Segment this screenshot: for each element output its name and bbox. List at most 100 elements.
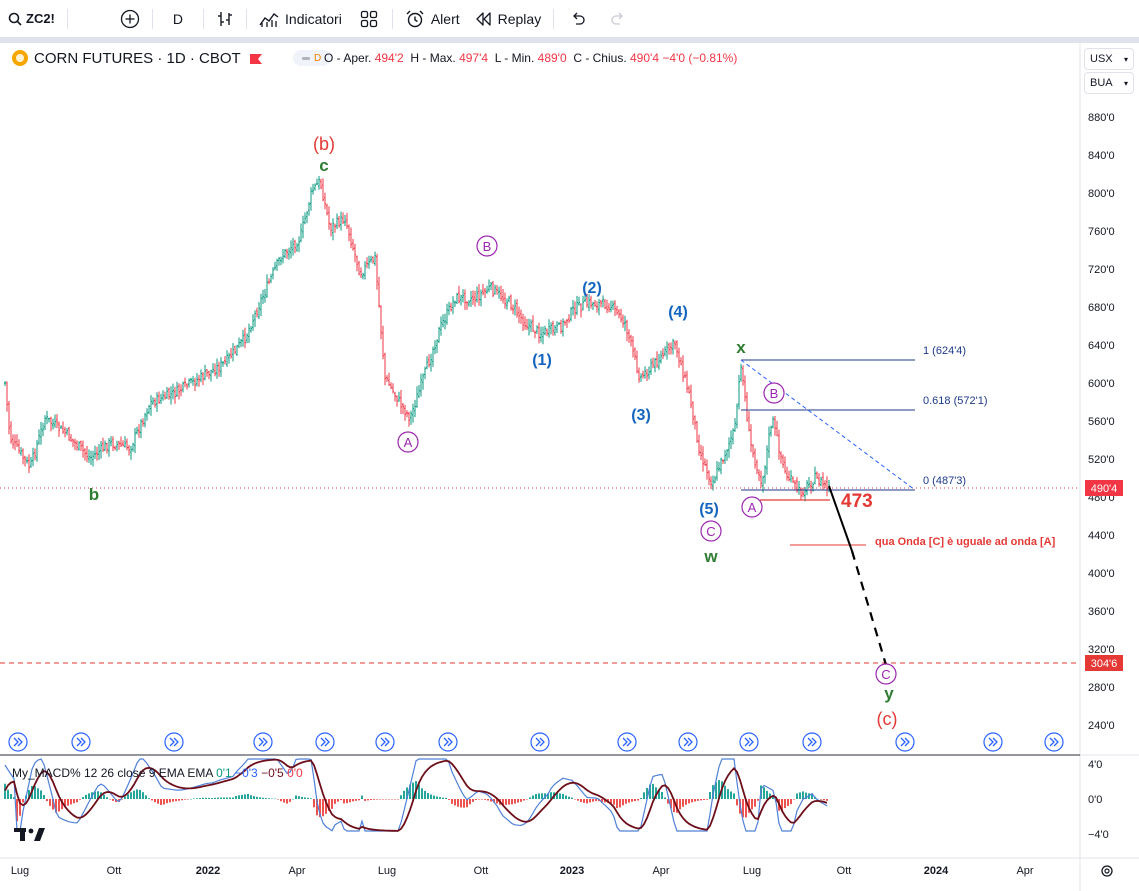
macd-histogram-bar xyxy=(301,796,303,799)
macd-histogram-bar xyxy=(7,789,9,799)
price-chart-canvas[interactable]: (b) c b A B (1) (2) (3) (4) (5) C w x B … xyxy=(0,43,1139,891)
event-marker-icon[interactable] xyxy=(678,732,698,752)
wave-circle-c2[interactable] xyxy=(875,663,897,685)
wave-circle-a2[interactable] xyxy=(741,496,763,518)
macd-histogram-bar xyxy=(145,795,147,799)
toolbar-divider xyxy=(391,8,393,29)
event-marker-icon[interactable] xyxy=(739,732,759,752)
ohlc-bar xyxy=(296,242,298,252)
ohlc-bar xyxy=(320,178,322,190)
compare-button[interactable] xyxy=(112,0,148,38)
ohlc-bar xyxy=(304,212,306,225)
chart-type-button[interactable] xyxy=(208,0,242,38)
wave-circle-b2[interactable] xyxy=(763,382,785,404)
event-marker-icon[interactable] xyxy=(617,732,637,752)
undo-button[interactable] xyxy=(558,0,598,38)
ohlc-bar xyxy=(258,302,260,320)
wave-label-1[interactable]: (1) xyxy=(532,352,552,369)
macd-histogram-bar xyxy=(664,797,666,799)
currency-selector[interactable]: USX ▾ xyxy=(1084,48,1134,70)
level-473-label[interactable]: 473 xyxy=(841,491,873,512)
fib-label-1: 1 (624'4) xyxy=(923,345,966,357)
ohlc-bar xyxy=(408,411,410,427)
event-marker-icon[interactable] xyxy=(895,732,915,752)
wave-label-y[interactable]: y xyxy=(884,684,894,703)
ohlc-bar xyxy=(618,309,620,319)
wave-label-w[interactable]: w xyxy=(703,547,718,566)
wave-label-c-small[interactable]: c xyxy=(319,156,328,175)
wave-label-5[interactable]: (5) xyxy=(699,501,719,518)
flag-icon[interactable] xyxy=(249,52,263,64)
fib-trend-line[interactable] xyxy=(740,359,916,491)
macd-histogram-bar xyxy=(403,790,405,799)
data-status-pill[interactable]: D xyxy=(292,50,331,66)
target-price-badge xyxy=(1085,655,1123,671)
replay-button[interactable]: Replay xyxy=(468,0,550,38)
ohlc-bar xyxy=(202,372,204,386)
macd-histogram-bar xyxy=(523,799,525,801)
symbol-search-button[interactable]: ZC2! xyxy=(0,0,63,38)
event-marker-icon[interactable] xyxy=(71,732,91,752)
macd-histogram-bar xyxy=(319,799,321,818)
projection-dashed-line[interactable] xyxy=(850,550,888,666)
ohlc-bar xyxy=(506,298,508,310)
ohlc-bar xyxy=(166,387,168,399)
interval-button[interactable]: D xyxy=(157,0,199,38)
tradingview-logo-icon[interactable] xyxy=(14,826,46,847)
ohlc-bar xyxy=(538,322,540,344)
ohlc-bar xyxy=(716,461,718,481)
macd-histogram-bar xyxy=(454,799,456,806)
wave-label-x[interactable]: x xyxy=(736,338,746,357)
ohlc-bar xyxy=(416,386,418,408)
event-marker-icon[interactable] xyxy=(8,732,28,752)
unit-selector[interactable]: BUA ▾ xyxy=(1084,72,1134,94)
wave-label-2[interactable]: (2) xyxy=(582,280,602,297)
wave-label-b-small[interactable]: b xyxy=(89,485,99,504)
ohlc-bar xyxy=(682,355,684,382)
macd-histogram-bar xyxy=(19,799,21,816)
event-marker-icon[interactable] xyxy=(1044,732,1064,752)
ohlc-bar xyxy=(366,257,368,269)
alert-button[interactable]: Alert xyxy=(397,0,468,38)
ohlc-bar xyxy=(154,397,156,408)
wave-circle-a1[interactable] xyxy=(397,431,419,453)
wave-label-3[interactable]: (3) xyxy=(631,407,651,424)
ohlc-bar xyxy=(52,418,54,430)
wave-label-4[interactable]: (4) xyxy=(668,304,688,321)
wave-circle-c1[interactable] xyxy=(700,520,722,542)
event-marker-icon[interactable] xyxy=(253,732,273,752)
chart-settings-gear-icon[interactable] xyxy=(1101,865,1113,877)
wave-label-b-paren[interactable]: (b) xyxy=(313,134,335,154)
indicators-button[interactable]: Indicatori xyxy=(251,0,350,38)
event-marker-icon[interactable] xyxy=(802,732,822,752)
macd-histogram-bar xyxy=(700,799,702,801)
chart-area[interactable]: (b) c b A B (1) (2) (3) (4) (5) C w x B … xyxy=(0,43,1139,891)
wave-circle-b1[interactable] xyxy=(476,235,498,257)
ohlc-bar xyxy=(48,417,50,423)
templates-button[interactable] xyxy=(350,0,388,38)
event-marker-icon[interactable] xyxy=(438,732,458,752)
wave-label-c-paren[interactable]: (c) xyxy=(877,709,898,729)
macd-histogram-bar xyxy=(505,799,507,805)
projection-solid-line[interactable] xyxy=(828,485,853,552)
macd-legend[interactable]: My_MACD% 12 26 close 9 EMA EMA 0'1 −0'3 … xyxy=(12,766,303,780)
event-marker-icon[interactable] xyxy=(164,732,184,752)
macd-histogram-bar xyxy=(133,790,135,799)
macd-histogram-bar xyxy=(691,799,693,803)
event-marker-icon[interactable] xyxy=(315,732,335,752)
ohlc-bar xyxy=(550,322,552,335)
ohlc-bar xyxy=(194,377,196,392)
ohlc-bar xyxy=(144,412,146,428)
event-marker-icon[interactable] xyxy=(530,732,550,752)
chart-title[interactable]: CORN FUTURES · 1D · CBOT xyxy=(34,49,241,67)
event-marker-icon[interactable] xyxy=(375,732,395,752)
annotation-note[interactable]: qua Onda [C] è uguale ad onda [A] xyxy=(875,536,1056,548)
ohlc-bar xyxy=(676,340,678,358)
macd-histogram-bar xyxy=(94,791,96,799)
ohlc-bar xyxy=(332,218,334,241)
event-marker-icon[interactable] xyxy=(983,732,1003,752)
macd-histogram-bar xyxy=(457,799,459,807)
macd-histogram-bar xyxy=(259,797,261,799)
redo-button[interactable] xyxy=(598,0,638,38)
ohlc-bar xyxy=(286,248,288,259)
